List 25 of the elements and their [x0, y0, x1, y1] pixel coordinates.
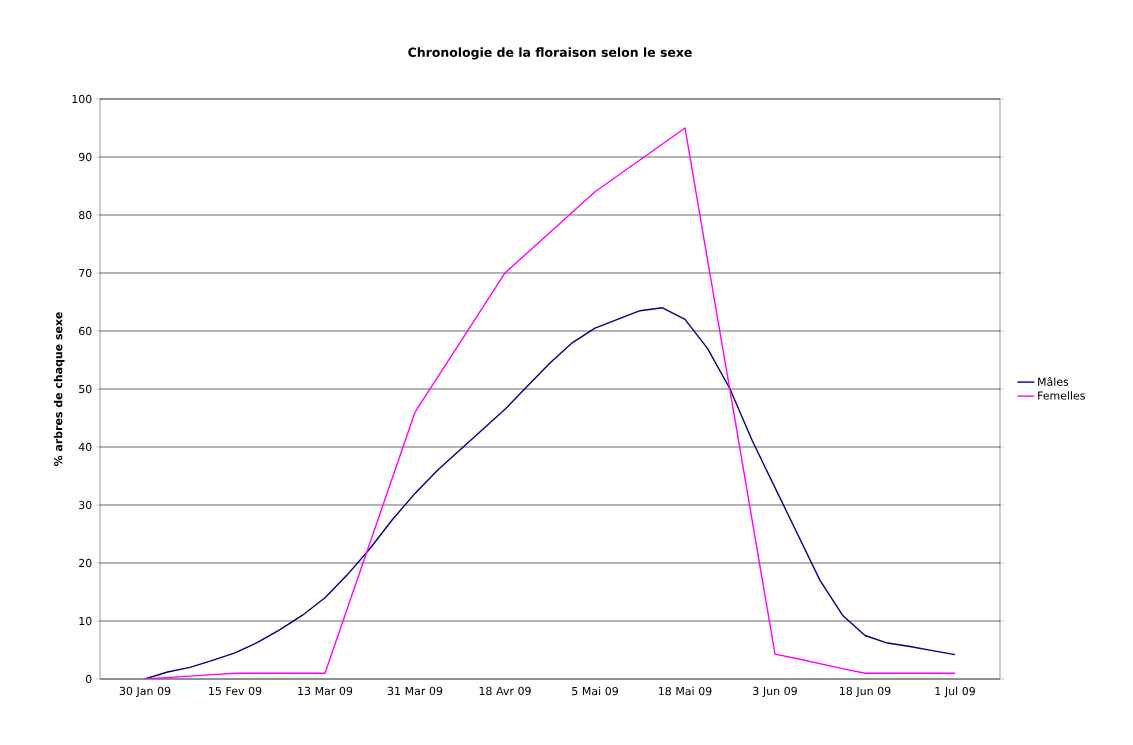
legend-label: Mâles [1038, 376, 1069, 386]
x-tick-label: 30 Jan 09 [119, 686, 171, 698]
y-tick-label: 10 [79, 616, 92, 626]
x-tick-label: 1 Jul 09 [935, 686, 975, 698]
y-axis-title: % arbres de chaque sexe [53, 312, 65, 467]
y-tick-label: 70 [79, 268, 92, 278]
x-tick-label: 31 Mar 09 [387, 686, 443, 696]
x-tick-label: 5 Mai 09 [572, 686, 618, 696]
x-tick-label: 18 Avr 09 [479, 686, 531, 696]
y-tick-label: 90 [78, 152, 92, 162]
y-tick-label: 20 [79, 558, 92, 568]
x-tick-label: 13 Mar 09 [298, 686, 353, 696]
y-tick-label: 40 [78, 442, 92, 452]
y-tick-label: 30 [79, 500, 92, 510]
y-tick-label: 50 [79, 384, 92, 394]
x-tick-label: 3 Jun 09 [753, 686, 797, 698]
y-tick-label: 60 [79, 326, 92, 336]
y-tick-label: 0 [85, 674, 92, 684]
x-tick-label: 18 Jun 09 [840, 686, 891, 698]
x-tick-label: 15 Fev 09 [209, 686, 262, 696]
legend-label: Femelles [1038, 391, 1085, 400]
x-tick-label: 18 Mai 09 [659, 686, 712, 696]
y-tick-label: 100 [72, 94, 92, 104]
chart-title: Chronologie de la floraison selon le sexe [408, 47, 692, 60]
y-tick-label: 80 [79, 210, 92, 220]
